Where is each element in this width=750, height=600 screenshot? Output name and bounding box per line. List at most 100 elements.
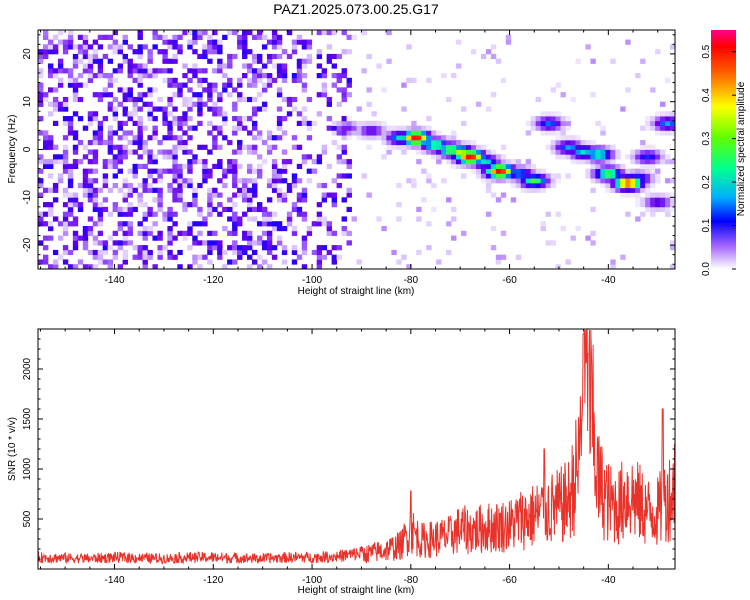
spectrogram-cell [212, 144, 218, 150]
spectrogram-cell [242, 49, 248, 55]
spectrogram-cell [535, 168, 542, 174]
spectrogram-cell [525, 163, 532, 170]
spectrogram-cell [371, 135, 377, 141]
spectrogram-cell [321, 182, 328, 189]
spectrogram-cell [495, 197, 502, 203]
spectrogram-cell [296, 178, 303, 184]
spectrogram-cell [107, 101, 114, 107]
y-tick-label: 1500 [22, 407, 33, 430]
spectrogram-cell [132, 163, 138, 170]
spectrogram-cell [301, 58, 308, 64]
spectrogram-cell [545, 240, 551, 246]
spectrogram-cell [281, 259, 288, 265]
spectrogram-cell [421, 168, 427, 174]
spectrogram-cell [600, 182, 606, 189]
spectrogram-cell [560, 92, 566, 98]
spectrogram-cell [232, 230, 238, 236]
spectrogram-cell [291, 96, 298, 103]
spectrogram-cell [132, 149, 138, 155]
spectrogram-cell [92, 192, 99, 198]
spectrogram-cell [421, 149, 427, 155]
spectrogram-cell [595, 163, 601, 170]
spectrogram-cell [266, 216, 273, 222]
spectrogram-cell [52, 96, 59, 103]
spectrogram-cell [451, 135, 457, 141]
spectrogram-cell [436, 259, 442, 265]
spectrogram-cell [665, 116, 671, 122]
spectrogram-cell [311, 168, 318, 174]
spectrogram-cell [630, 168, 636, 174]
spectrogram-cell [610, 149, 616, 155]
spectrogram-cell [117, 87, 124, 93]
spectrogram-cell [202, 173, 208, 179]
spectrogram-cell [336, 245, 342, 251]
spectrogram-cell [441, 73, 447, 79]
spectrogram-cell [167, 130, 173, 136]
spectrogram-cell [167, 182, 173, 189]
spectrogram-cell [232, 192, 238, 198]
spectrogram-cell [57, 101, 64, 107]
spectrogram-cell [247, 192, 253, 198]
spectrogram-cell [197, 111, 203, 117]
spectrogram-cell [47, 221, 54, 227]
spectrogram-cell [227, 159, 233, 165]
spectrogram-cell [132, 111, 138, 117]
spectrogram-cell [187, 77, 193, 83]
spectrogram-cell [42, 202, 49, 208]
spectrogram-cell [197, 211, 203, 217]
spectrogram-cell [162, 211, 168, 217]
spectrogram-cell [545, 130, 551, 136]
spectrogram-cell [217, 240, 223, 246]
spectrogram-cell [117, 125, 124, 131]
spectrogram-cell [665, 192, 671, 198]
spectrogram-cell [247, 63, 253, 69]
spectrogram-cell [102, 87, 109, 93]
spectrogram-cell [306, 58, 313, 64]
spectrogram-cell [485, 159, 492, 165]
spectrogram-cell [296, 206, 303, 213]
spectrogram-cell [137, 245, 143, 251]
spectrogram-cell [316, 221, 323, 227]
spectrogram-cell [261, 44, 268, 50]
spectrogram-cell [301, 159, 308, 165]
spectrogram-cell [650, 144, 656, 150]
spectrogram-cell [242, 30, 248, 36]
spectrogram-cell [525, 182, 532, 189]
spectrogram-cell [316, 63, 323, 69]
spectrogram-cell [207, 202, 213, 208]
spectrogram-cell [331, 125, 337, 131]
spectrogram-cell [127, 92, 133, 98]
spectrogram-cell [590, 187, 596, 193]
spectrogram-cell [635, 168, 641, 174]
spectrogram-cell [132, 206, 138, 213]
spectrogram-cell [177, 49, 183, 55]
spectrogram-cell [555, 125, 561, 131]
spectrogram-cell [87, 77, 94, 83]
spectrogram-cell [117, 149, 124, 155]
spectrogram-cell [97, 96, 104, 103]
spectrogram-cell [38, 53, 44, 60]
spectrogram-cell [416, 144, 422, 150]
spectrogram-cell [416, 149, 422, 155]
spectrogram-cell [535, 96, 542, 103]
spectrogram-cell [346, 130, 352, 136]
spectrogram-cell [316, 30, 323, 36]
spectrogram-cell [157, 96, 163, 103]
spectrogram-cell [321, 87, 328, 93]
spectrogram-cell [137, 154, 143, 160]
spectrogram-cell [470, 49, 477, 55]
spectrogram-cell [232, 202, 238, 208]
spectrogram-cell [172, 254, 178, 260]
spectrogram-cell [605, 173, 611, 179]
spectrogram-cell [660, 120, 666, 126]
spectrogram-cell [540, 130, 547, 136]
spectrogram-cell [152, 68, 158, 74]
spectrogram-cell [480, 168, 487, 174]
spectrogram-cell [600, 178, 606, 184]
spectrogram-cell [426, 77, 432, 83]
spectrogram-cell [177, 125, 183, 131]
spectrogram-cell [97, 63, 104, 69]
spectrogram-cell [446, 139, 452, 146]
spectrogram-cell [495, 159, 502, 165]
spectrogram-cell [341, 125, 347, 131]
